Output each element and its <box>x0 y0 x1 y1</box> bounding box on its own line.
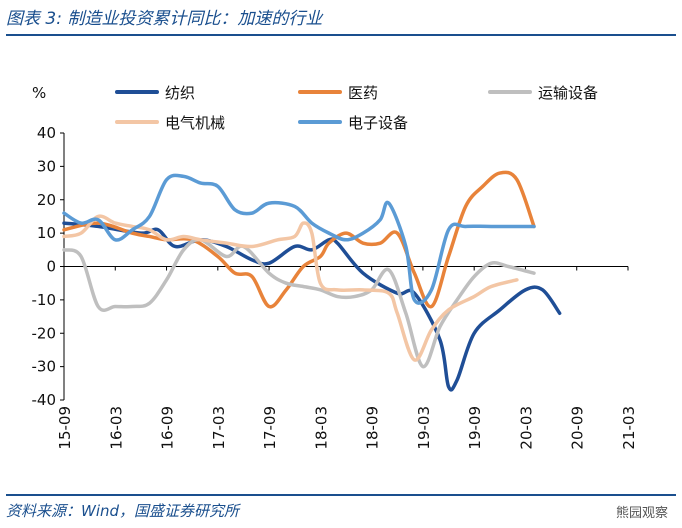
y-tick-label: -20 <box>32 324 57 342</box>
footer-rule <box>6 494 676 496</box>
x-tick-label: 17-03 <box>210 406 228 450</box>
y-tick-label: 10 <box>37 224 56 242</box>
legend-label: 运输设备 <box>538 84 598 102</box>
x-tick-label: 16-09 <box>159 406 177 450</box>
legend-label: 医药 <box>348 84 378 102</box>
watermark: 熊园观察 <box>615 506 668 521</box>
y-tick-label: -10 <box>32 291 57 309</box>
legend-label: 电子设备 <box>348 114 408 132</box>
series-line-电气机械 <box>62 214 519 362</box>
chart-title: 图表 3: 制造业投资累计同比：加速的行业 <box>6 9 323 29</box>
y-tick-label: 0 <box>46 258 56 276</box>
x-tick-label: 15-09 <box>56 406 74 450</box>
y-tick-label: 30 <box>37 157 56 175</box>
y-tick-label: -40 <box>32 391 57 409</box>
series-line-电子设备 <box>62 173 536 305</box>
x-tick-label: 16-03 <box>107 406 125 450</box>
y-tick-label: 40 <box>37 124 56 142</box>
x-tick-label: 20-03 <box>517 406 535 450</box>
x-tick-label: 18-09 <box>364 406 382 450</box>
x-tick-label: 19-09 <box>466 406 484 450</box>
y-tick-label: -30 <box>32 358 57 376</box>
x-tick-label: 18-03 <box>312 406 330 450</box>
x-tick-label: 21-03 <box>620 406 638 450</box>
legend-label: 电气机械 <box>165 114 225 132</box>
title-rule <box>6 34 676 36</box>
y-tick-label: 20 <box>37 191 56 209</box>
x-tick-label: 17-09 <box>261 406 279 450</box>
y-axis-unit: % <box>32 84 46 102</box>
x-tick-label: 20-09 <box>569 406 587 450</box>
legend-label: 纺织 <box>165 84 195 102</box>
source-note: 资料来源：Wind，国盛证券研究所 <box>6 502 240 520</box>
x-tick-label: 19-03 <box>415 406 433 450</box>
